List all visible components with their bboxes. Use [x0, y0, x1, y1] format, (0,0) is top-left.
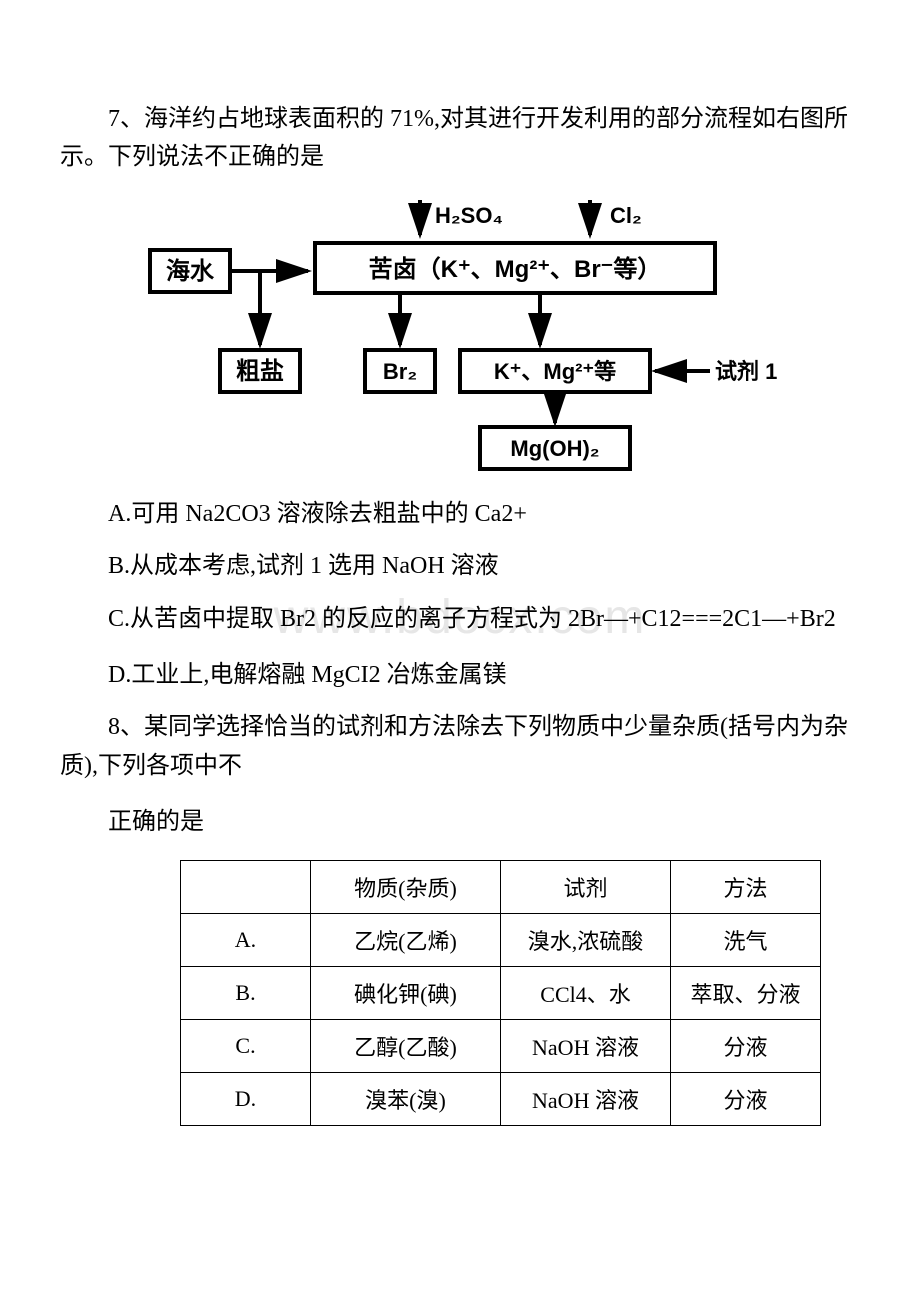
- box-seawater: 海水: [166, 257, 215, 285]
- cell-a-label: A.: [181, 913, 311, 966]
- page-content: 7、海洋约占地球表面积的 71%,对其进行开发利用的部分流程如右图所示。下列说法…: [60, 100, 860, 1126]
- cell-b-reag: CCl4、水: [501, 966, 671, 1019]
- cell-a-reag: 溴水,浓硫酸: [501, 913, 671, 966]
- th-substance: 物质(杂质): [311, 860, 501, 913]
- q7-stem: 7、海洋约占地球表面积的 71%,对其进行开发利用的部分流程如右图所示。下列说法…: [60, 100, 860, 177]
- cell-d-method: 分液: [671, 1072, 821, 1125]
- q7-option-c-text: C.从苦卤中提取 Br2 的反应的离子方程式为 2Br—+C12===2C1—+…: [108, 606, 836, 632]
- cell-d-label: D.: [181, 1072, 311, 1125]
- table-header-row: 物质(杂质) 试剂 方法: [181, 860, 821, 913]
- cell-b-method: 萃取、分液: [671, 966, 821, 1019]
- cell-c-method: 分液: [671, 1019, 821, 1072]
- box-bittern: 苦卤（K⁺、Mg²⁺、Br⁻等）: [369, 255, 662, 283]
- table-row: C. 乙醇(乙酸) NaOH 溶液 分液: [181, 1019, 821, 1072]
- q7-option-d: D.工业上,电解熔融 MgCI2 冶炼金属镁: [60, 656, 860, 694]
- label-reagent1: 试剂 1: [715, 359, 777, 384]
- cell-d-reag: NaOH 溶液: [501, 1072, 671, 1125]
- cell-b-sub: 碘化钾(碘): [311, 966, 501, 1019]
- th-reagent: 试剂: [501, 860, 671, 913]
- table-row: B. 碘化钾(碘) CCl4、水 萃取、分液: [181, 966, 821, 1019]
- q8-table-wrap: 物质(杂质) 试剂 方法 A. 乙烷(乙烯) 溴水,浓硫酸 洗气 B. 碘化钾(…: [180, 860, 860, 1126]
- cell-a-sub: 乙烷(乙烯): [311, 913, 501, 966]
- box-mgoh2: Mg(OH)₂: [510, 436, 599, 461]
- q7-option-a: A.可用 Na2CO3 溶液除去粗盐中的 Ca2+: [60, 495, 860, 533]
- q7-option-b: B.从成本考虑,试剂 1 选用 NaOH 溶液: [60, 547, 860, 585]
- box-kmg: K⁺、Mg²⁺等: [494, 359, 616, 384]
- flowchart-svg: H₂SO₄ Cl₂ 海水 苦卤（K⁺、Mg²⁺、Br⁻等） 粗盐 Br₂ K⁺、…: [140, 195, 780, 475]
- cell-d-sub: 溴苯(溴): [311, 1072, 501, 1125]
- cell-c-sub: 乙醇(乙酸): [311, 1019, 501, 1072]
- box-crude-salt: 粗盐: [236, 357, 284, 385]
- q8-stem-2: 正确的是: [60, 803, 860, 841]
- q8-table: 物质(杂质) 试剂 方法 A. 乙烷(乙烯) 溴水,浓硫酸 洗气 B. 碘化钾(…: [180, 860, 821, 1126]
- th-method: 方法: [671, 860, 821, 913]
- table-row: A. 乙烷(乙烯) 溴水,浓硫酸 洗气: [181, 913, 821, 966]
- table-row: D. 溴苯(溴) NaOH 溶液 分液: [181, 1072, 821, 1125]
- label-cl2: Cl₂: [610, 203, 642, 228]
- q8-stem-1: 8、某同学选择恰当的试剂和方法除去下列物质中少量杂质(括号内为杂质),下列各项中…: [60, 708, 860, 785]
- cell-b-label: B.: [181, 966, 311, 1019]
- cell-a-method: 洗气: [671, 913, 821, 966]
- q7-diagram: H₂SO₄ Cl₂ 海水 苦卤（K⁺、Mg²⁺、Br⁻等） 粗盐 Br₂ K⁺、…: [140, 195, 780, 475]
- cell-c-label: C.: [181, 1019, 311, 1072]
- th-blank: [181, 860, 311, 913]
- label-h2so4: H₂SO₄: [435, 203, 503, 228]
- box-br2: Br₂: [383, 359, 417, 384]
- cell-c-reag: NaOH 溶液: [501, 1019, 671, 1072]
- q7-option-c: C.从苦卤中提取 Br2 的反应的离子方程式为 2Br—+C12===2C1—+…: [60, 600, 860, 638]
